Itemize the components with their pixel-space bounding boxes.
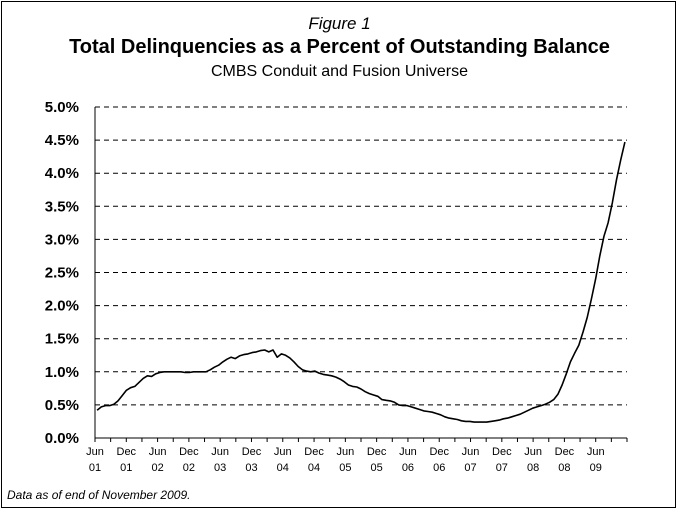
figure-label: Figure 1: [308, 14, 371, 33]
x-tick-label: 02: [183, 462, 195, 474]
delinquency-series-line: [96, 141, 626, 423]
y-tick-label: 1.5%: [45, 331, 79, 348]
x-tick-label: Jun: [587, 446, 605, 458]
x-tick-label: Dec: [242, 446, 262, 458]
x-tick-label: Dec: [117, 446, 137, 458]
x-tick-label: 01: [89, 462, 101, 474]
y-tick-label: 3.0%: [45, 231, 79, 248]
x-tick-label: Jun: [274, 446, 292, 458]
x-tick-label: Dec: [367, 446, 387, 458]
x-tick-label: 06: [402, 462, 414, 474]
x-tick-label: Dec: [555, 446, 575, 458]
y-tick-label: 2.0%: [45, 298, 79, 315]
x-tick-label: 03: [245, 462, 257, 474]
x-tick-label: Jun: [399, 446, 417, 458]
x-tick-label: 05: [371, 462, 383, 474]
y-tick-label: 5.0%: [45, 99, 79, 116]
x-tick-label: Dec: [179, 446, 199, 458]
y-tick-label: 4.0%: [45, 165, 79, 182]
x-tick-label: Jun: [462, 446, 480, 458]
footnote: Data as of end of November 2009.: [7, 488, 191, 502]
x-tick-label: 03: [214, 462, 226, 474]
y-tick-label: 0.5%: [45, 397, 79, 414]
x-tick-label: 06: [433, 462, 445, 474]
x-tick-label: Dec: [492, 446, 512, 458]
y-tick-label: 0.0%: [45, 430, 79, 447]
x-tick-label: 08: [527, 462, 539, 474]
x-tick-label: Jun: [86, 446, 104, 458]
x-tick-label: Dec: [304, 446, 324, 458]
x-tick-label: 01: [120, 462, 132, 474]
y-tick-label: 2.5%: [45, 265, 79, 282]
x-tick-label: 07: [496, 462, 508, 474]
x-tick-label: 04: [308, 462, 320, 474]
x-tick-label: Jun: [336, 446, 354, 458]
x-tick-label: Dec: [429, 446, 449, 458]
x-tick-label: 09: [590, 462, 602, 474]
chart-title: Total Delinquencies as a Percent of Outs…: [69, 36, 610, 58]
y-tick-label: 3.5%: [45, 198, 79, 215]
x-tick-label: 07: [464, 462, 476, 474]
x-tick-label: Jun: [211, 446, 229, 458]
x-tick-label: Jun: [149, 446, 167, 458]
x-tick-label: 05: [339, 462, 351, 474]
x-tick-label: Jun: [524, 446, 542, 458]
y-tick-label: 4.5%: [45, 132, 79, 149]
chart-subtitle: CMBS Conduit and Fusion Universe: [210, 63, 468, 80]
x-tick-label: 04: [277, 462, 289, 474]
x-tick-label: 02: [151, 462, 163, 474]
y-tick-label: 1.0%: [45, 364, 79, 381]
x-tick-label: 08: [558, 462, 570, 474]
